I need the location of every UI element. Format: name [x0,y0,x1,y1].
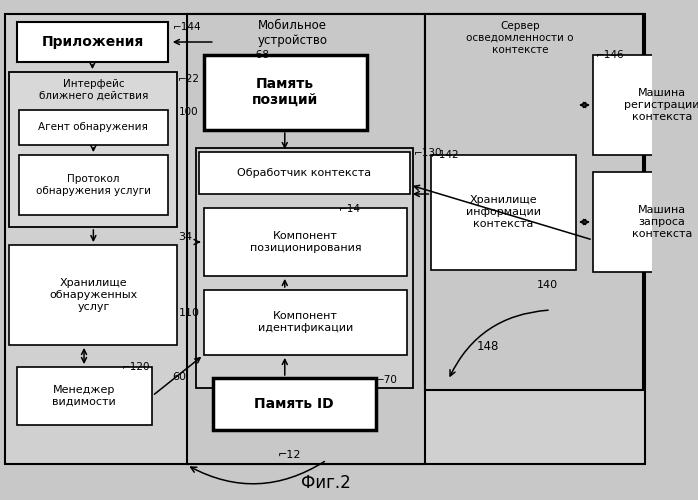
Text: 148: 148 [476,340,498,353]
Text: Компонент
идентификации: Компонент идентификации [258,311,353,333]
Bar [204,55,367,130]
Text: Компонент
позиционирования: Компонент позиционирования [249,231,361,253]
Bar [19,110,168,145]
Bar [196,148,413,388]
Text: Протокол
обнаружения услуги: Протокол обнаружения услуги [36,174,151,196]
Bar [17,22,168,62]
Bar [9,245,177,345]
Text: Приложения: Приложения [41,35,144,49]
Text: ⌐144: ⌐144 [172,22,201,32]
Bar [213,378,376,430]
Bar [431,155,576,270]
Text: 110: 110 [178,308,200,318]
Bar [187,14,425,464]
Bar [204,290,407,355]
Text: ⌐12: ⌐12 [278,450,302,460]
Text: 34: 34 [178,232,193,242]
Bar [19,155,168,215]
Text: 100: 100 [178,107,198,117]
Bar [593,172,698,272]
Text: Хранилище
обнаруженных
услуг: Хранилище обнаруженных услуг [50,278,138,312]
Text: Машина
регистрации
контекста: Машина регистрации контекста [624,88,698,122]
Text: ⌐142: ⌐142 [431,150,460,160]
Text: Хранилище
информации
контекста: Хранилище информации контекста [466,196,541,228]
Text: Мобильное
устройство: Мобильное устройство [258,19,327,47]
Text: ⌐130: ⌐130 [414,148,442,158]
Text: Менеджер
видимости: Менеджер видимости [52,385,116,407]
Bar [9,72,177,227]
Bar [199,152,410,194]
Text: ⌐146: ⌐146 [595,50,624,60]
Bar [425,14,644,390]
Text: ⌐70: ⌐70 [376,375,398,385]
Bar [593,55,698,155]
Bar [204,208,407,276]
Text: Агент обнаружения: Агент обнаружения [38,122,148,132]
Text: ⌐14: ⌐14 [339,204,361,214]
Text: ⌐120: ⌐120 [121,362,150,372]
Text: Память ID: Память ID [254,397,334,411]
Text: Обработчик контекста: Обработчик контекста [237,168,371,178]
Text: ⌐68: ⌐68 [247,50,269,60]
Text: 140: 140 [537,280,558,290]
Text: Фиг.2: Фиг.2 [301,474,350,492]
Text: Сервер
осведомленности о
контексте: Сервер осведомленности о контексте [466,22,574,54]
Text: Память
позиций: Память позиций [252,77,318,107]
Bar [17,367,152,425]
Text: ⌐22: ⌐22 [178,74,200,84]
Text: Интерфейс
ближнего действия: Интерфейс ближнего действия [38,79,148,101]
Text: 60: 60 [172,372,187,382]
Text: Машина
запроса
контекста: Машина запроса контекста [632,206,692,238]
